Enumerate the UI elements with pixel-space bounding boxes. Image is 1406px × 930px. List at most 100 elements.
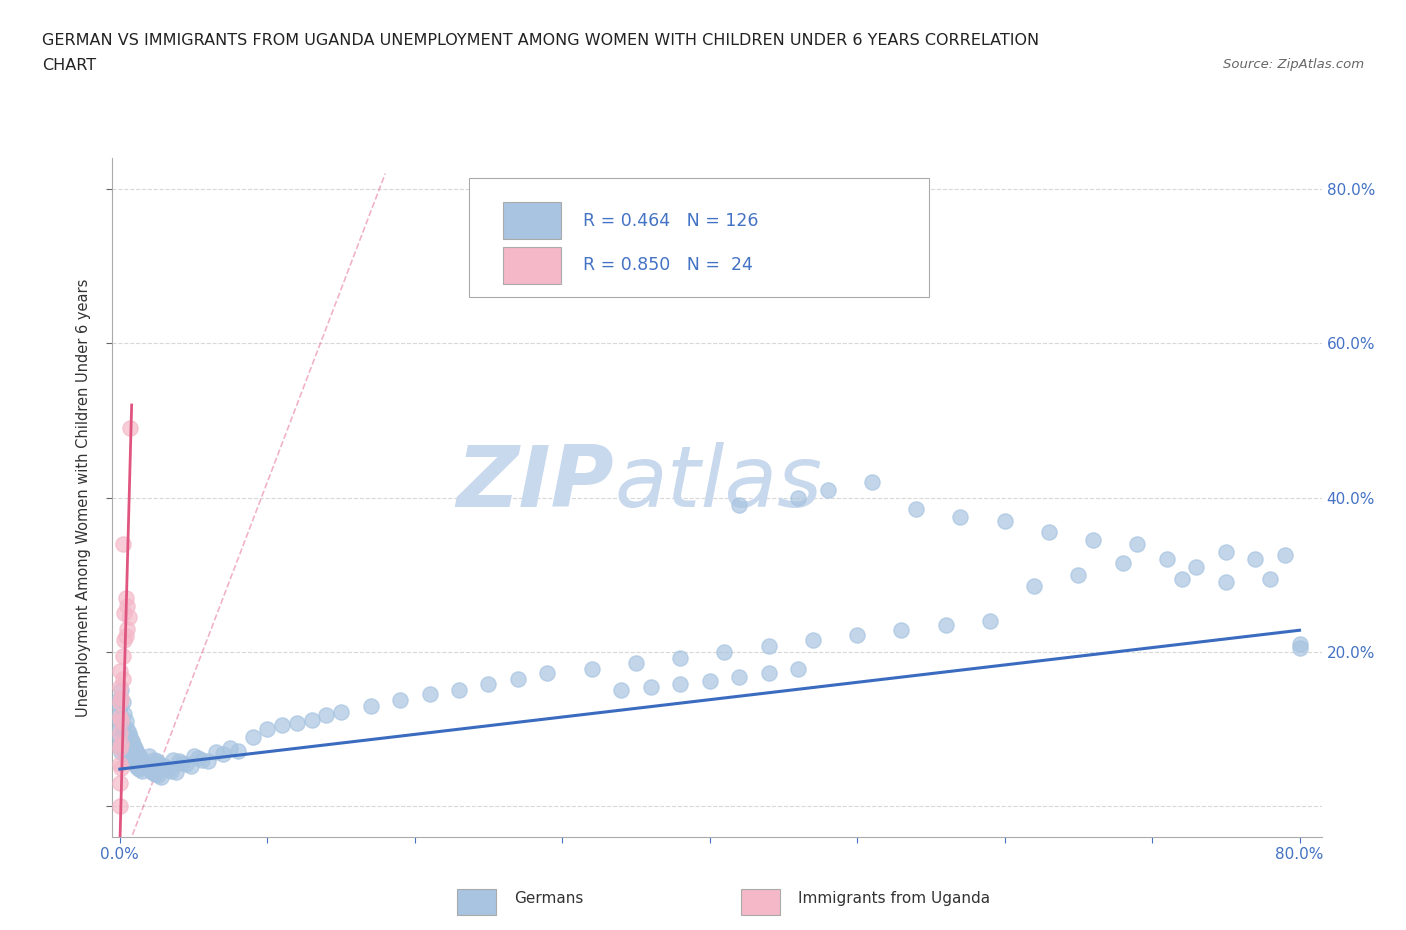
Point [1215,544,1237,559]
Point [111,737,134,751]
Point [115,621,138,636]
Point [114,591,136,605]
Point [118,725,141,740]
Point [191,752,214,767]
Point [121,752,143,767]
Point [536,666,558,681]
Point [150,769,173,784]
Point [285,715,308,730]
Point [108,722,131,737]
Point [1258,571,1281,586]
Point [242,729,264,744]
Point [108,695,131,710]
Point [330,705,353,720]
Point [128,749,150,764]
Point [110,760,132,775]
Point [125,759,148,774]
Point [112,605,135,620]
FancyBboxPatch shape [470,179,929,298]
Point [1156,551,1178,566]
Point [115,598,138,613]
Point [108,737,131,751]
Point [110,745,132,760]
Point [167,754,190,769]
Point [115,722,138,737]
Point [128,762,150,777]
Point [713,644,735,659]
Point [118,745,141,760]
Point [110,691,132,706]
Point [1274,548,1296,563]
FancyBboxPatch shape [741,889,780,915]
Point [360,698,382,713]
Point [121,733,143,748]
Point [1215,575,1237,590]
Point [115,737,138,751]
Point [111,718,134,733]
Point [1022,578,1045,593]
Point [226,743,249,758]
Point [728,669,751,684]
Point [204,745,226,760]
Text: R = 0.850   N =  24: R = 0.850 N = 24 [583,257,752,274]
Point [122,754,145,769]
Point [157,762,180,777]
Point [108,714,131,729]
Y-axis label: Unemployment Among Women with Children Under 6 years: Unemployment Among Women with Children U… [76,278,91,717]
Point [145,754,167,769]
Point [111,671,134,686]
Point [111,648,134,663]
Text: GERMAN VS IMMIGRANTS FROM UGANDA UNEMPLOYMENT AMONG WOMEN WITH CHILDREN UNDER 6 : GERMAN VS IMMIGRANTS FROM UGANDA UNEMPLO… [42,33,1039,47]
Point [136,760,159,775]
Point [187,751,209,765]
Point [122,737,145,751]
Point [860,474,883,489]
Point [138,749,160,764]
Point [979,614,1001,629]
Point [624,656,647,671]
Point [846,628,869,643]
Point [110,737,132,751]
Point [134,756,156,771]
Point [108,691,131,706]
Point [165,764,187,779]
Point [758,666,780,681]
Point [758,638,780,653]
Point [143,766,166,781]
Point [219,741,242,756]
Text: atlas: atlas [614,443,823,525]
Point [115,752,138,767]
Point [153,759,176,774]
Point [640,679,662,694]
Point [148,768,170,783]
Point [131,764,153,778]
Point [1126,537,1149,551]
Point [120,420,142,435]
Text: Immigrants from Uganda: Immigrants from Uganda [799,891,990,906]
Point [1185,560,1208,575]
Point [256,722,278,737]
Text: ZIP: ZIP [457,443,614,525]
Point [108,679,131,694]
Point [801,632,824,647]
Point [114,714,136,729]
Point [108,741,131,756]
Point [447,683,470,698]
Point [111,537,134,551]
Point [477,677,499,692]
Point [935,618,957,632]
Point [141,764,163,779]
Point [1111,556,1133,571]
Point [170,755,193,770]
Point [112,745,135,760]
Text: R = 0.464   N = 126: R = 0.464 N = 126 [583,211,758,230]
Point [124,741,146,756]
Point [108,706,131,721]
FancyBboxPatch shape [503,246,561,284]
Point [506,671,529,686]
Point [212,746,235,761]
Point [125,743,148,758]
Point [1067,567,1090,582]
Text: Source: ZipAtlas.com: Source: ZipAtlas.com [1223,58,1364,71]
Point [112,632,135,647]
